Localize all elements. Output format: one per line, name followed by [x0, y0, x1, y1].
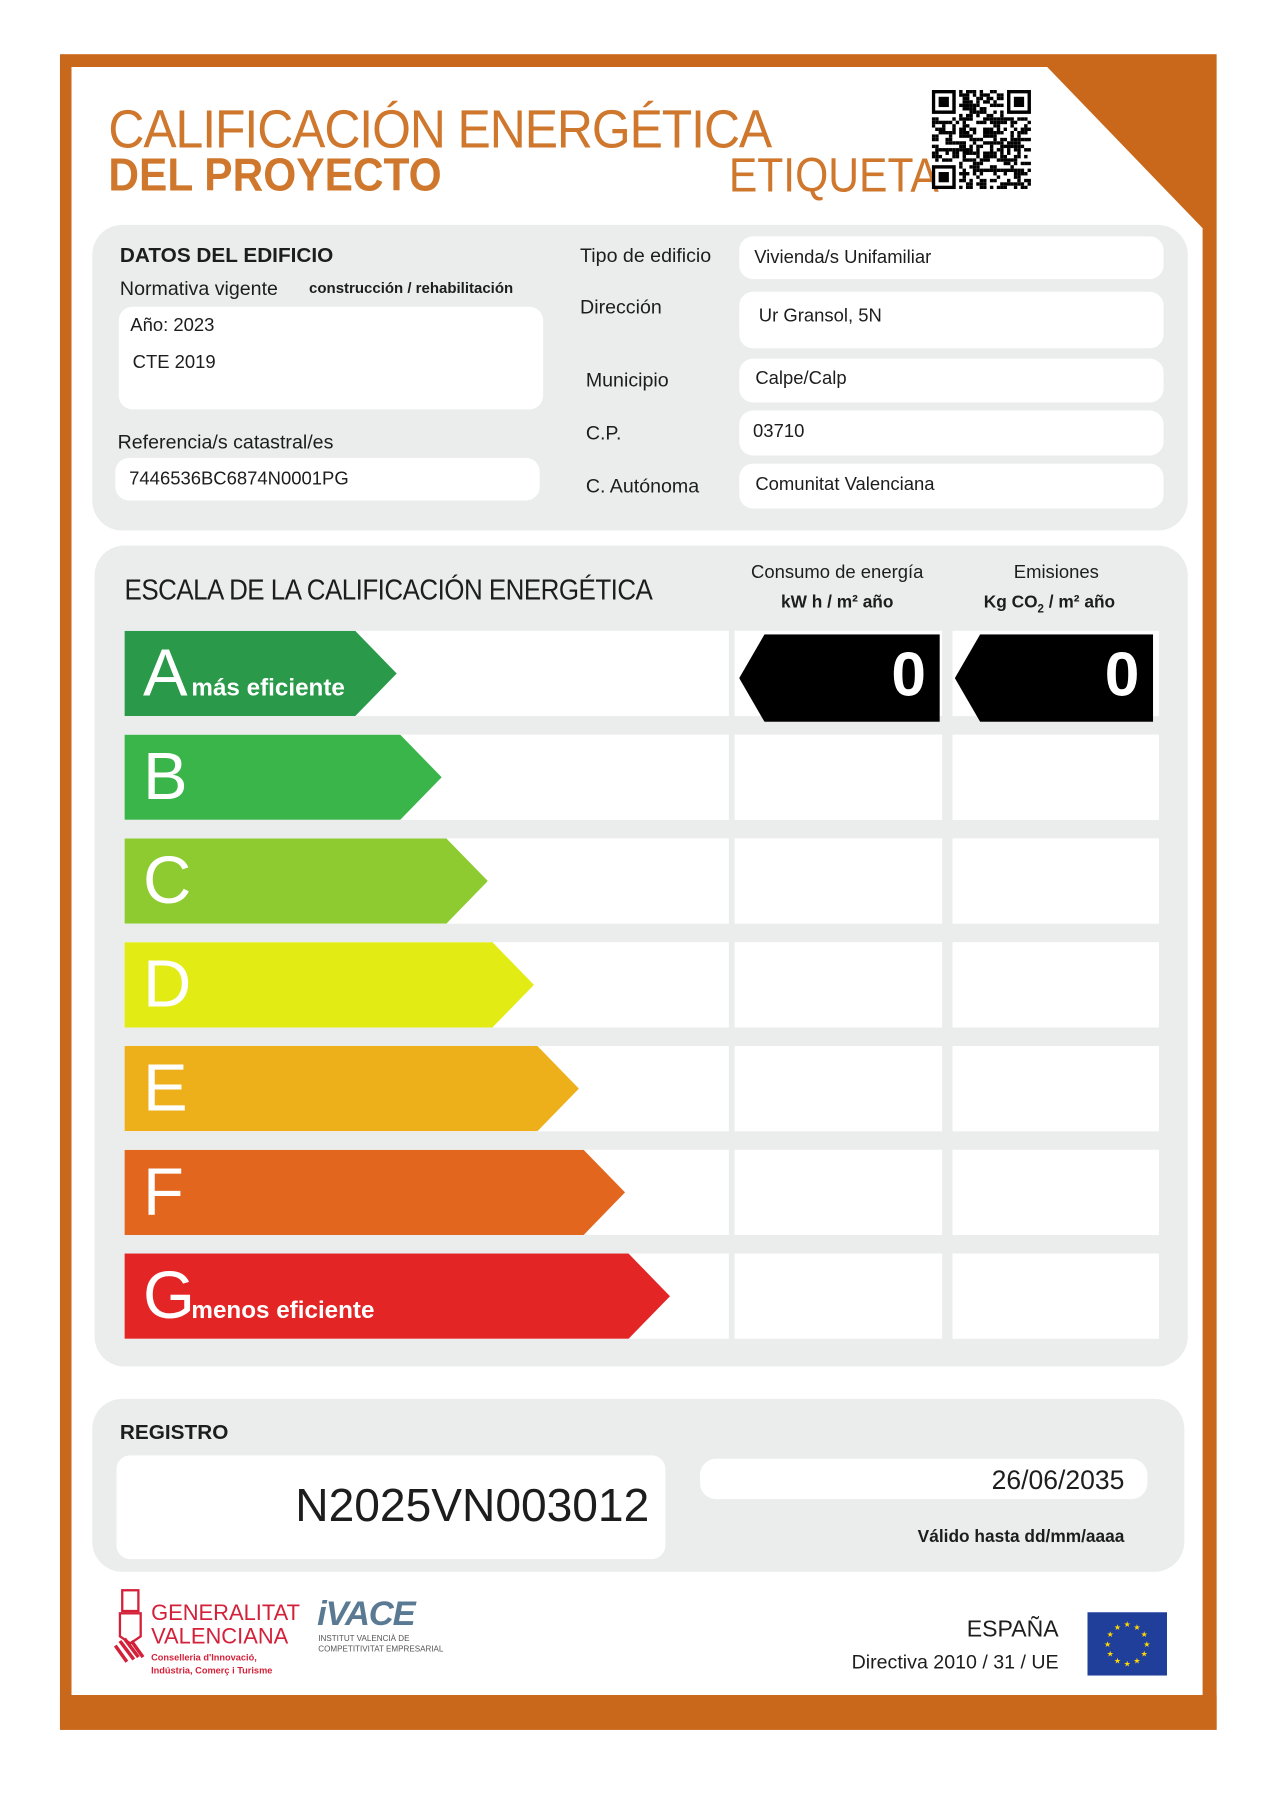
class-arrow-b: B	[124, 734, 442, 820]
svg-text:★: ★	[1107, 1630, 1114, 1639]
title-line1: CALIFICACIÓN ENERGÉTICA	[108, 98, 772, 160]
registro-number: N2025VN003012	[295, 1480, 650, 1532]
consumo-cell-f	[734, 1149, 943, 1236]
svg-text:★: ★	[1141, 1650, 1148, 1659]
emisiones-cell-g	[952, 1253, 1159, 1339]
year-value: Año: 2023	[130, 315, 215, 336]
field-label-municipio: Municipio	[585, 369, 669, 391]
class-letter: A	[142, 635, 188, 711]
class-letter: D	[142, 946, 192, 1022]
qr-code-icon	[931, 89, 1031, 190]
generalitat-crest-icon	[113, 1589, 145, 1663]
field-box-autonoma: Comunitat Valenciana	[739, 463, 1164, 509]
field-label-direccion: Dirección	[580, 296, 662, 319]
field-box-cp: 03710	[739, 410, 1164, 456]
field-box-tipo: Vivienda/s Unifamiliar	[739, 236, 1164, 280]
ivace-logo: iVACE	[317, 1594, 416, 1633]
class-arrow-c: C	[124, 838, 488, 924]
gva-line1: GENERALITAT	[151, 1601, 301, 1627]
normativa-sub: construcción / rehabilitación	[309, 279, 514, 297]
gva-sub2: Indústria, Comerç i Turisme	[151, 1665, 273, 1676]
svg-text:★: ★	[1133, 1623, 1140, 1632]
svg-text:★: ★	[1107, 1650, 1114, 1659]
unit-text: / m² año	[1043, 592, 1116, 613]
emisiones-value-badge: 0	[954, 634, 1154, 722]
emisiones-cell-d	[952, 942, 1159, 1028]
registro-title: REGISTRO	[119, 1420, 229, 1444]
consumo-cell-c	[734, 838, 943, 924]
gva-sub1: Conselleria d'Innovació,	[151, 1652, 257, 1663]
section-title: DATOS DEL EDIFICIO	[119, 243, 334, 267]
class-letter: C	[142, 842, 192, 918]
svg-text:★: ★	[1114, 1623, 1121, 1632]
gva-line2: VALENCIANA	[151, 1624, 289, 1650]
class-caption: más eficiente	[191, 674, 345, 702]
class-arrow-f: F	[124, 1149, 626, 1236]
emisiones-title: Emisiones	[1013, 562, 1099, 583]
consumo-title: Consumo de energía	[751, 562, 924, 583]
class-letter: G	[142, 1258, 196, 1334]
svg-text:★: ★	[1124, 1659, 1131, 1668]
title-line2: DEL PROYECTO	[108, 149, 442, 201]
field-label-tipo: Tipo de edificio	[580, 244, 712, 267]
eu-flag-icon: ★★★★★★★★★ ★ ★★	[1087, 1612, 1168, 1676]
cadastral-value: 7446536BC6874N0001PG	[129, 469, 349, 489]
unit-subscript: 2	[1037, 603, 1044, 616]
consumo-cell-b	[734, 734, 943, 820]
class-caption: menos eficiente	[191, 1297, 375, 1324]
svg-text:★: ★	[1143, 1640, 1150, 1649]
class-arrow-d: D	[124, 942, 534, 1028]
emisiones-cell-e	[952, 1045, 1159, 1132]
country-label: ESPAÑA	[966, 1616, 1059, 1643]
svg-text:★: ★	[1141, 1630, 1148, 1639]
consumo-cell-d	[734, 942, 943, 1028]
field-value-municipio: Calpe/Calp	[755, 369, 847, 389]
valid-label: Válido hasta dd/mm/aaaa	[917, 1526, 1125, 1547]
field-label-cp: C.P.	[585, 422, 622, 444]
directive-label: Directiva 2010 / 31 / UE	[851, 1651, 1059, 1674]
bottom-band	[59, 1695, 1217, 1730]
class-letter: F	[142, 1154, 184, 1230]
etiqueta-label: ETIQUETA	[728, 147, 939, 202]
emisiones-value: 0	[1104, 640, 1140, 710]
norm-value: CTE 2019	[132, 352, 216, 373]
emisiones-unit: Kg CO2 / m² año	[946, 593, 1154, 616]
cadastral-label: Referencia/s catastral/es	[117, 431, 334, 454]
svg-text:★: ★	[1114, 1657, 1121, 1666]
field-box-municipio: Calpe/Calp	[739, 358, 1164, 403]
ivace-sub1: INSTITUT VALENCIÀ DE	[318, 1635, 410, 1644]
emisiones-cell-f	[952, 1149, 1159, 1236]
class-letter: E	[142, 1050, 188, 1126]
normativa-box: Año: 2023 CTE 2019	[118, 306, 544, 410]
emisiones-cell-c	[952, 838, 1159, 924]
field-box-direccion: Ur Gransol, 5N	[739, 291, 1164, 349]
field-value-cp: 03710	[753, 422, 805, 442]
class-letter: B	[142, 739, 188, 815]
cadastral-box: 7446536BC6874N0001PG	[115, 457, 540, 501]
svg-text:★: ★	[1104, 1640, 1111, 1649]
valid-date: 26/06/2035	[991, 1464, 1125, 1495]
consumo-unit: kW h / m² año	[781, 592, 894, 613]
ivace-sub2: COMPETITIVITAT EMPRESARIAL	[318, 1645, 444, 1654]
field-value-autonoma: Comunitat Valenciana	[755, 475, 935, 495]
unit-text: Kg CO	[983, 592, 1038, 613]
svg-text:★: ★	[1124, 1620, 1131, 1629]
field-value-direccion: Ur Gransol, 5N	[758, 306, 882, 327]
field-label-autonoma: C. Autónoma	[585, 475, 700, 498]
registro-number-box: N2025VN003012	[116, 1455, 666, 1560]
consumo-cell-e	[734, 1045, 943, 1132]
consumo-value: 0	[891, 640, 927, 710]
date-box: 26/06/2035	[699, 1458, 1148, 1500]
field-value-tipo: Vivienda/s Unifamiliar	[754, 247, 932, 268]
normativa-label: Normativa vigente	[119, 277, 278, 300]
svg-text:★: ★	[1133, 1657, 1140, 1666]
consumo-cell-g	[734, 1253, 943, 1339]
class-arrow-e: E	[124, 1045, 579, 1132]
emisiones-cell-b	[952, 734, 1159, 820]
scale-title: ESCALA DE LA CALIFICACIÓN ENERGÉTICA	[124, 574, 653, 607]
consumo-value-badge: 0	[739, 634, 940, 722]
